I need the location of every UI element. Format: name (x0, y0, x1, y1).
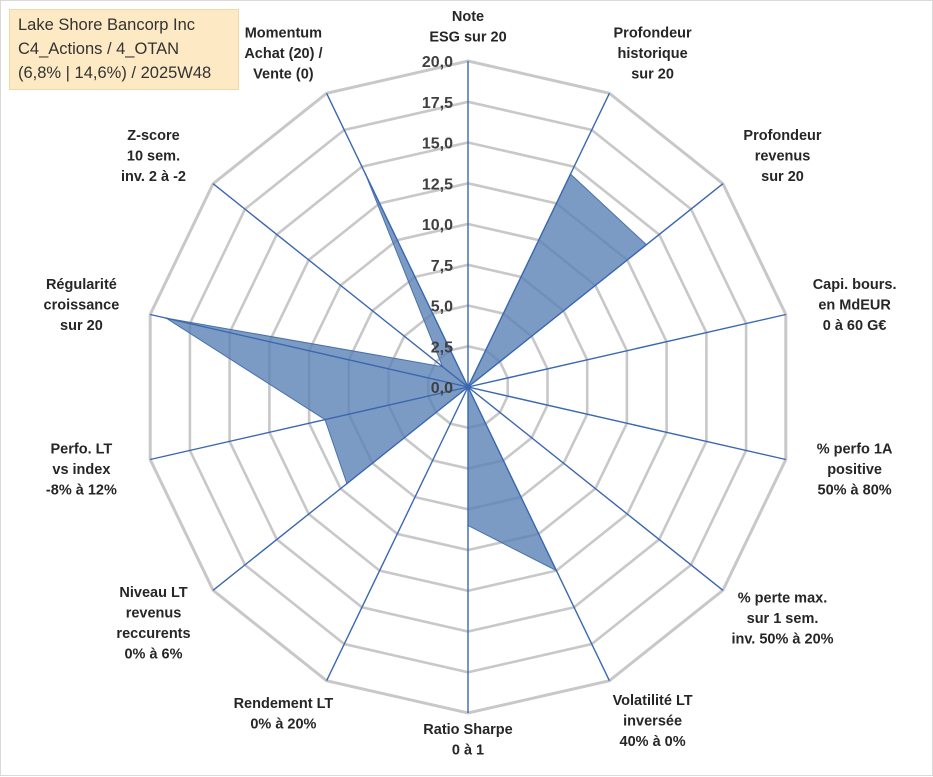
axis-label-line: Momentum (245, 25, 322, 41)
axis-label-line: revenus (126, 606, 182, 622)
axis-label-line: 0% à 20% (250, 717, 316, 733)
axis-label-line: sur 20 (761, 169, 804, 185)
axis-label: Niveau LT revenus reccurents 0% à 6% (116, 585, 190, 663)
axis-label: Volatilité LT inversée 40% à 0% (613, 693, 693, 750)
axis-spoke (150, 313, 469, 388)
axis-label-line: Profondeur (743, 128, 821, 144)
axis-label-line: Vente (0) (253, 66, 314, 82)
axis-label-line: Note (452, 9, 484, 25)
axis-label-line: Niveau LT (119, 585, 187, 601)
axis-spoke (212, 183, 469, 388)
axis-label-line: inv. 50% à 20% (731, 631, 833, 647)
chart-title-box: Lake Shore Bancorp Inc C4_Actions / 4_OT… (9, 9, 239, 90)
range-week: (6,8% | 14,6%) / 2025W48 (18, 64, 212, 82)
axis-label-line: vs index (52, 462, 110, 478)
axis-label-line: Achat (20) / (244, 46, 322, 62)
axis-label-line: % perfo 1A (817, 442, 893, 458)
axis-label: Note ESG sur 20 (429, 9, 506, 46)
axis-label: Perfo. LT vs index -8% à 12% (46, 442, 117, 499)
axis-spoke (467, 386, 786, 461)
radar-axis-labels: Note ESG sur 20 Profondeur historique sur 20… (44, 9, 897, 759)
axis-label: Régularité croissance sur 20 (44, 277, 120, 334)
axis-label-line: historique (618, 46, 688, 62)
axis-spoke (150, 386, 469, 461)
axis-spoke (467, 92, 611, 388)
tick-label: 0,0 (431, 380, 453, 397)
axis-label: % perte max. sur 1 sem. inv. 50% à 20% (731, 590, 833, 647)
axis-label-line: 0 à 1 (452, 743, 484, 759)
axis-label-line: 0% à 6% (124, 647, 182, 663)
axis-label-line: 0 à 60 G€ (823, 318, 887, 334)
axis-label-line: Rendement LT (234, 696, 334, 712)
axis-spoke (467, 183, 724, 388)
tick-label: 17,5 (422, 95, 453, 112)
axis-label-line: reccurents (116, 626, 190, 642)
axis-label-line: Capi. bours. (813, 277, 897, 293)
axis-label: % perfo 1A positive 50% à 80% (817, 442, 893, 499)
axis-label-line: en MdEUR (818, 297, 891, 313)
axis-spoke (325, 92, 469, 388)
axis-label-line: Volatilité LT (613, 693, 693, 709)
axis-label-line: ESG sur 20 (429, 30, 506, 46)
tick-label: 20,0 (422, 54, 453, 71)
axis-label: Profondeur revenus sur 20 (743, 128, 821, 185)
axis-label-line: % perte max. (738, 590, 827, 606)
axis-label-line: 50% à 80% (818, 483, 892, 499)
axis-label-line: croissance (44, 297, 120, 313)
axis-label-line: inv. 2 à -2 (121, 169, 186, 185)
company-name: Lake Shore Bancorp Inc (18, 16, 196, 34)
axis-label-line: Régularité (46, 277, 117, 293)
axis-spoke (325, 386, 469, 682)
axis-label-line: positive (827, 462, 882, 478)
axis-label-line: sur 20 (631, 66, 674, 82)
axis-spoke (467, 313, 786, 388)
category-path: C4_Actions / 4_OTAN (18, 40, 180, 58)
axis-label: Profondeur historique sur 20 (614, 25, 692, 82)
radar-spokes (150, 61, 786, 713)
axis-label: Capi. bours. en MdEUR 0 à 60 G€ (813, 277, 897, 334)
axis-label: Momentum Achat (20) / Vente (0) (244, 25, 322, 82)
axis-label-line: sur 20 (60, 318, 103, 334)
axis-label-line: 40% à 0% (620, 734, 686, 750)
axis-label-line: Ratio Sharpe (423, 722, 512, 738)
axis-label-line: inversée (623, 714, 682, 730)
axis-label-line: 10 sem. (127, 149, 180, 165)
axis-spoke (212, 386, 469, 591)
axis-spoke (467, 386, 611, 682)
axis-spoke (467, 386, 724, 591)
tick-label: 7,5 (431, 258, 453, 275)
radar-tick-labels: 0,0 2,5 5,0 7,5 10,0 12,5 15,0 17,5 20,0 (422, 54, 453, 397)
tick-label: 5,0 (431, 299, 453, 316)
tick-label: 10,0 (422, 217, 453, 234)
axis-label: Z-score 10 sem. inv. 2 à -2 (121, 128, 186, 185)
axis-label-line: -8% à 12% (46, 483, 117, 499)
axis-label-line: Perfo. LT (51, 442, 113, 458)
axis-label-line: Z-score (127, 128, 179, 144)
axis-label: Rendement LT 0% à 20% (234, 696, 334, 733)
axis-label: Ratio Sharpe 0 à 1 (423, 722, 512, 759)
axis-label-line: Profondeur (614, 25, 692, 41)
axis-label-line: sur 1 sem. (747, 611, 819, 627)
axis-label-line: revenus (755, 149, 811, 165)
tick-label: 15,0 (422, 136, 453, 153)
tick-label: 2,5 (431, 339, 453, 356)
tick-label: 12,5 (422, 176, 453, 193)
